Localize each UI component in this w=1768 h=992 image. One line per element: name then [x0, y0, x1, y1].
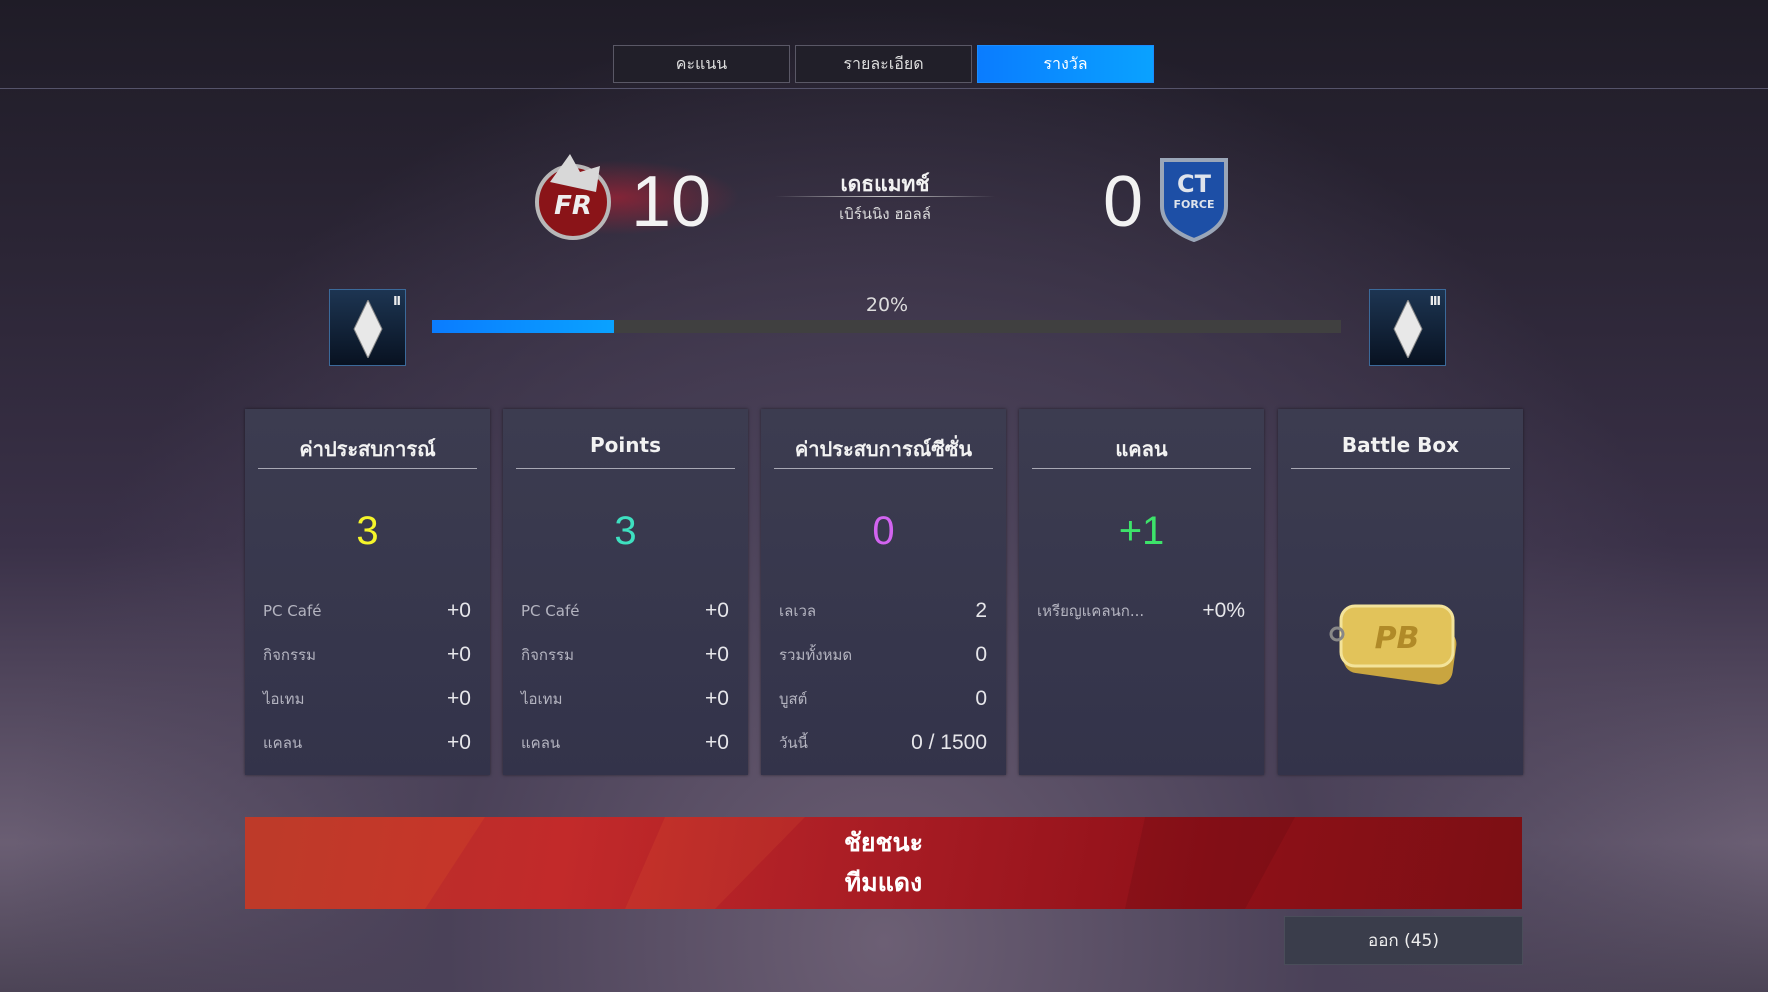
list-item: ไอเทม +0	[263, 687, 471, 710]
next-rank-pips: III	[1429, 294, 1441, 308]
svg-text:CT: CT	[1177, 170, 1212, 198]
list-item: PC Café +0	[263, 599, 471, 622]
gold-dogtag-icon[interactable]: PB	[1323, 594, 1463, 689]
card-title: Battle Box	[1341, 433, 1460, 457]
exit-button[interactable]: ออก (45)	[1284, 916, 1523, 965]
points-card: Points 3 PC Café +0 กิจกรรม +0 ไอเทม +0 แคล…	[503, 409, 748, 775]
match-mode: เดธแมทช์	[840, 172, 930, 196]
blue-team-logo-icon: CT FORCE	[1156, 156, 1232, 243]
current-rank-pips: II	[393, 294, 401, 308]
card-value: 3	[614, 509, 637, 553]
progress-fill	[432, 320, 614, 333]
list-item: แคลน +0	[263, 731, 471, 754]
list-item: เหรียญแคลนก... +0%	[1037, 599, 1245, 622]
header-divider	[0, 88, 1768, 89]
list-item: กิจกรรม +0	[521, 643, 729, 666]
list-item: ไอเทม +0	[521, 687, 729, 710]
victory-banner: ชัยชนะ ทีมแดง	[245, 817, 1522, 909]
blue-team-score: 0	[1103, 162, 1144, 242]
season-exp-card: ค่าประสบการณ์ซีซั่น 0 เลเวล 2 รวมทั้งหมด 0…	[761, 409, 1006, 775]
card-value: 0	[872, 509, 895, 553]
next-rank-icon: III	[1369, 289, 1446, 366]
victory-text: ชัยชนะ ทีมแดง	[843, 828, 924, 897]
list-item: PC Café +0	[521, 599, 729, 622]
mode-divider	[775, 196, 995, 197]
list-item: รวมทั้งหมด 0	[779, 643, 987, 666]
list-item: กิจกรรม +0	[263, 643, 471, 666]
tab-rewards[interactable]: รางวัล	[977, 45, 1154, 83]
progress-track	[432, 320, 1341, 333]
current-rank-icon: II	[329, 289, 406, 366]
list-item: บูสต์ 0	[779, 687, 987, 710]
map-name: เบิร์นนิง ฮอลล์	[839, 205, 931, 223]
red-team-score: 10	[631, 162, 712, 242]
red-team-logo-icon: FR	[530, 152, 616, 240]
svg-text:FORCE: FORCE	[1174, 198, 1215, 211]
card-title: ค่าประสบการณ์ซีซั่น	[794, 437, 973, 461]
list-item: วันนี้ 0 / 1500	[779, 731, 987, 754]
exp-card: ค่าประสบการณ์ 3 PC Café +0 กิจกรรม +0 ไอเท…	[245, 409, 490, 775]
list-item: เลเวล 2	[779, 599, 987, 622]
clan-card: แคลน +1 เหรียญแคลนก... +0%	[1019, 409, 1264, 775]
card-value: 3	[356, 509, 379, 553]
battle-box-card: Battle Box PB	[1278, 409, 1523, 775]
tab-details[interactable]: รายละเอียด	[795, 45, 972, 83]
card-title: Points	[590, 433, 661, 457]
card-value: +1	[1118, 509, 1165, 553]
svg-text:PB: PB	[1375, 621, 1420, 656]
card-title: ค่าประสบการณ์	[299, 437, 436, 461]
progress-label: 20%	[865, 294, 909, 316]
red-logo-text: FR	[554, 191, 592, 221]
list-item: แคลน +0	[521, 731, 729, 754]
card-title: แคลน	[1115, 437, 1168, 461]
tab-score[interactable]: คะแนน	[613, 45, 790, 83]
